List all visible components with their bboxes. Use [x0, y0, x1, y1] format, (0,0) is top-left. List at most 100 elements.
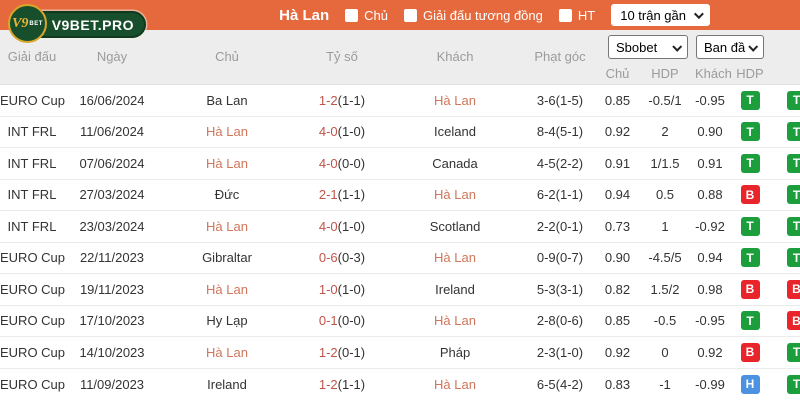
corners-cell: 4-5(2-2): [536, 155, 584, 171]
odds-home-cell: 0.92: [604, 124, 631, 140]
odds-away-cell: -0.95: [695, 313, 725, 329]
halftime-score: (0-0): [337, 313, 366, 329]
result-badge-2: B: [787, 279, 800, 299]
table-row[interactable]: EURO Cup 14/10/2023 Hà Lan 1-2(0-1) Pháp…: [0, 337, 800, 369]
result-badge-wrap-2: T: [775, 374, 800, 394]
result-badge: B: [740, 342, 760, 362]
league-cell: EURO Cup: [0, 344, 66, 360]
table-row[interactable]: EURO Cup 19/11/2023 Hà Lan 1-0(1-0) Irel…: [0, 274, 800, 306]
score-cell: 1-0(1-0): [294, 282, 390, 297]
home-team-cell: Hà Lan: [206, 344, 248, 360]
table-row[interactable]: EURO Cup 17/10/2023 Hy Lạp 0-1(0-0) Hà L…: [0, 305, 800, 337]
result-badge-wrap-2: T: [775, 248, 800, 268]
v9bet-logo[interactable]: V9BET.PRO V9 BET: [8, 3, 148, 43]
header-corners: Phạt góc: [534, 49, 586, 64]
away-team-cell: Hà Lan: [434, 376, 476, 392]
result-badge-wrap: T: [725, 216, 775, 236]
away-team-cell: Pháp: [439, 344, 471, 360]
result-badge-2: T: [787, 153, 800, 173]
league-cell: INT FRL: [7, 124, 57, 140]
result-badge-2: T: [787, 374, 800, 394]
halftime-score: (0-0): [337, 155, 366, 171]
result-badge-wrap-2: B: [775, 311, 800, 331]
home-team-cell: Hà Lan: [206, 218, 248, 234]
date-cell: 16/06/2024: [79, 92, 145, 108]
odds-away-cell: 0.92: [697, 344, 723, 360]
table-row[interactable]: EURO Cup 16/06/2024 Ba Lan 1-2(1-1) Hà L…: [0, 85, 800, 117]
score-cell: 1-2(1-1): [294, 377, 390, 392]
checkbox-icon[interactable]: [404, 8, 417, 22]
result-badge: H: [740, 374, 760, 394]
table-row[interactable]: INT FRL 27/03/2024 Đức 2-1(1-1) Hà Lan 6…: [0, 179, 800, 211]
corners-cell: 3-6(1-5): [536, 92, 584, 108]
result-badge-wrap: H: [725, 374, 775, 394]
checkbox-ht[interactable]: HT: [558, 8, 595, 23]
result-badge-2: T: [787, 248, 800, 268]
table-row[interactable]: INT FRL 11/06/2024 Hà Lan 4-0(1-0) Icela…: [0, 116, 800, 148]
result-badge-wrap-2: T: [775, 342, 800, 362]
logo-bet-text: BET: [29, 20, 43, 27]
logo-circle-icon: V9 BET: [8, 4, 47, 43]
score-cell: 0-6(0-3): [294, 250, 390, 265]
corners-cell: 6-2(1-1): [536, 187, 584, 203]
checkbox-icon[interactable]: [558, 8, 572, 22]
table-header-band: Sbobet Ban đầ Giải đấu Ngày Chủ Tỷ số Kh…: [0, 30, 800, 85]
date-cell: 11/09/2023: [79, 376, 145, 392]
header-home: Chủ: [215, 49, 239, 64]
odds-sub-headers: Chủ HDP Khách HDP: [0, 66, 800, 81]
league-cell: INT FRL: [7, 218, 57, 234]
line-select[interactable]: Ban đầ: [696, 35, 764, 59]
score-cell: 0-1(0-0): [294, 313, 390, 328]
league-cell: EURO Cup: [0, 250, 66, 266]
odds-home-cell: 0.85: [604, 92, 631, 108]
halftime-score: (1-1): [337, 187, 366, 203]
hdp-cell: -1: [659, 376, 671, 392]
result-badge: B: [740, 185, 760, 205]
result-badge-wrap: B: [725, 342, 775, 362]
date-cell: 14/10/2023: [79, 344, 145, 360]
league-cell: EURO Cup: [0, 281, 66, 297]
table-row[interactable]: INT FRL 07/06/2024 Hà Lan 4-0(0-0) Canad…: [0, 148, 800, 180]
result-badge-2: T: [787, 122, 800, 142]
checkbox-home-label: Chủ: [364, 7, 388, 23]
result-badge-wrap-2: B: [775, 279, 800, 299]
result-badge-wrap: B: [725, 185, 775, 205]
result-badge-wrap: T: [725, 311, 775, 331]
table-row[interactable]: INT FRL 23/03/2024 Hà Lan 4-0(1-0) Scotl…: [0, 211, 800, 243]
odds-away-cell: -0.99: [695, 376, 725, 392]
result-badge-wrap-2: T: [775, 153, 800, 173]
main-column-headers: Giải đấu Ngày Chủ Tỷ số Khách Phạt góc: [0, 49, 800, 64]
checkbox-home[interactable]: Chủ: [345, 8, 388, 23]
bookmaker-select[interactable]: Sbobet: [608, 35, 688, 59]
table-row[interactable]: EURO Cup 11/09/2023 Ireland 1-2(1-1) Hà …: [0, 368, 800, 400]
result-badge-2: T: [787, 90, 800, 110]
match-range-select[interactable]: 10 trận gần: [611, 4, 710, 26]
table-row[interactable]: EURO Cup 22/11/2023 Gibraltar 0-6(0-3) H…: [0, 242, 800, 274]
checkbox-icon[interactable]: [345, 8, 359, 22]
corners-cell: 2-8(0-6): [536, 313, 584, 329]
odds-home-cell: 0.90: [604, 250, 631, 266]
date-cell: 17/10/2023: [79, 313, 145, 329]
halftime-score: (1-1): [337, 376, 366, 392]
result-badge: T: [740, 248, 760, 268]
fulltime-score: 0-6: [318, 250, 338, 266]
home-team-cell: Hy Lạp: [206, 313, 248, 329]
hdp-cell: 1/1.5: [650, 155, 680, 171]
logo-text: V9BET.PRO: [51, 16, 134, 33]
league-cell: EURO Cup: [0, 92, 66, 108]
result-badge-wrap: B: [725, 279, 775, 299]
corners-cell: 8-4(5-1): [536, 124, 584, 140]
home-team-cell: Hà Lan: [206, 124, 248, 140]
away-team-cell: Ireland: [435, 281, 475, 297]
header-score: Tỷ số: [326, 49, 358, 64]
result-badge-2: T: [787, 185, 800, 205]
checkbox-same-league-label: Giải đấu tương đồng: [423, 7, 543, 23]
home-team-cell: Hà Lan: [206, 155, 248, 171]
home-team-cell: Gibraltar: [202, 250, 252, 266]
header-away: Khách: [436, 49, 474, 64]
home-team-cell: Ba Lan: [206, 92, 248, 108]
away-team-cell: Scotland: [429, 218, 481, 234]
header-odds-away: Khách: [695, 66, 732, 81]
checkbox-same-league[interactable]: Giải đấu tương đồng: [404, 8, 543, 23]
match-history-table: EURO Cup 16/06/2024 Ba Lan 1-2(1-1) Hà L…: [0, 85, 800, 400]
